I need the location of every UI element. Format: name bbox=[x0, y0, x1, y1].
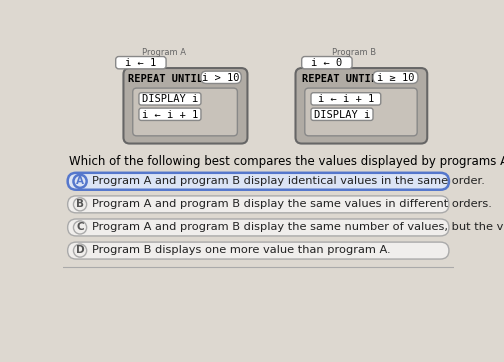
FancyBboxPatch shape bbox=[295, 68, 427, 144]
Text: B: B bbox=[76, 199, 84, 209]
Text: i ← i + 1: i ← i + 1 bbox=[142, 110, 198, 120]
Text: REPEAT UNTIL: REPEAT UNTIL bbox=[302, 74, 376, 84]
FancyBboxPatch shape bbox=[302, 56, 352, 69]
FancyBboxPatch shape bbox=[139, 93, 201, 105]
FancyBboxPatch shape bbox=[305, 88, 417, 136]
Circle shape bbox=[74, 198, 87, 211]
Text: Program A and program B display the same number of values, but the values differ: Program A and program B display the same… bbox=[92, 222, 504, 232]
FancyBboxPatch shape bbox=[123, 68, 247, 144]
Text: A: A bbox=[76, 176, 84, 185]
Text: i ← i + 1: i ← i + 1 bbox=[318, 94, 374, 104]
FancyBboxPatch shape bbox=[139, 108, 201, 121]
FancyBboxPatch shape bbox=[201, 71, 241, 84]
Text: DISPLAY i: DISPLAY i bbox=[142, 94, 198, 104]
FancyBboxPatch shape bbox=[133, 88, 237, 136]
Text: DISPLAY i: DISPLAY i bbox=[314, 110, 370, 120]
Text: i > 10: i > 10 bbox=[202, 73, 240, 83]
Text: i ← 0: i ← 0 bbox=[311, 58, 342, 68]
FancyBboxPatch shape bbox=[68, 242, 449, 259]
FancyBboxPatch shape bbox=[68, 196, 449, 213]
FancyBboxPatch shape bbox=[311, 108, 373, 121]
Circle shape bbox=[74, 175, 87, 188]
Text: REPEAT UNTIL: REPEAT UNTIL bbox=[128, 74, 203, 84]
FancyBboxPatch shape bbox=[68, 219, 449, 236]
Text: Program A: Program A bbox=[142, 48, 186, 57]
FancyBboxPatch shape bbox=[311, 93, 381, 105]
FancyBboxPatch shape bbox=[373, 71, 418, 84]
Text: C: C bbox=[76, 222, 84, 232]
Text: i ≥ 10: i ≥ 10 bbox=[376, 73, 414, 83]
Circle shape bbox=[74, 244, 87, 257]
Circle shape bbox=[74, 221, 87, 234]
FancyBboxPatch shape bbox=[116, 56, 166, 69]
FancyBboxPatch shape bbox=[68, 173, 449, 190]
Text: i ← 1: i ← 1 bbox=[125, 58, 156, 68]
Text: Which of the following best compares the values displayed by programs A and B?: Which of the following best compares the… bbox=[69, 155, 504, 168]
Text: Program A and program B display the same values in different orders.: Program A and program B display the same… bbox=[92, 199, 492, 209]
Text: D: D bbox=[76, 245, 84, 255]
Text: Program B displays one more value than program A.: Program B displays one more value than p… bbox=[92, 245, 391, 255]
Text: Program A and program B display identical values in the same order.: Program A and program B display identica… bbox=[92, 176, 485, 185]
Text: Program B: Program B bbox=[332, 48, 375, 57]
